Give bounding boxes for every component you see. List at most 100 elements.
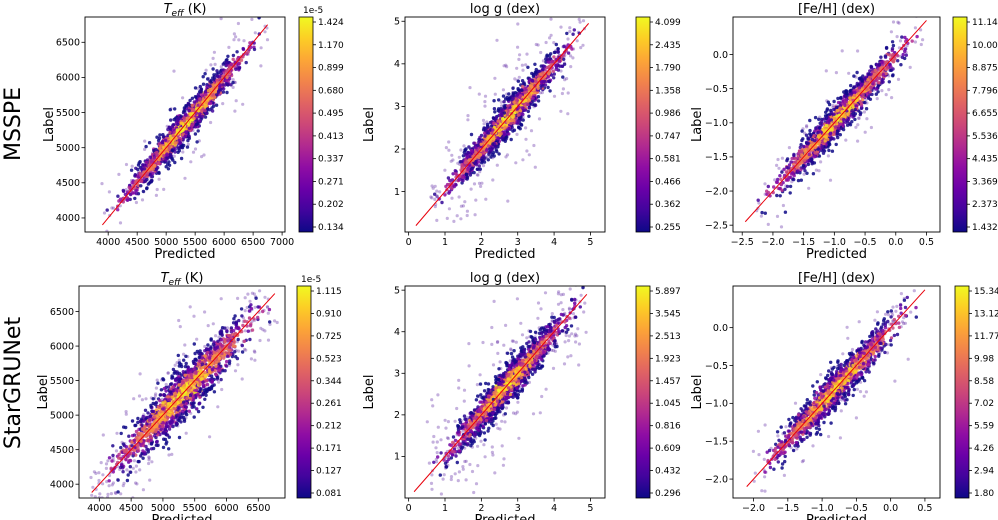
- data-point: [193, 86, 198, 90]
- data-point: [808, 118, 812, 123]
- y-tick-label: −0.5: [705, 84, 728, 95]
- data-point: [445, 216, 449, 220]
- data-point: [200, 155, 204, 159]
- data-point: [456, 161, 460, 165]
- data-point: [183, 343, 187, 347]
- data-point: [793, 156, 797, 161]
- data-point: [157, 136, 162, 140]
- data-point: [164, 143, 168, 147]
- data-point: [552, 72, 556, 76]
- data-point: [241, 102, 245, 106]
- colorbar-tick-label: 0.413: [318, 132, 344, 142]
- data-point: [237, 62, 241, 66]
- data-point: [903, 47, 908, 51]
- data-point: [896, 20, 900, 24]
- data-point: [463, 161, 468, 165]
- data-point: [796, 169, 800, 173]
- data-point: [760, 210, 764, 215]
- data-point: [268, 322, 272, 326]
- data-point: [211, 104, 216, 108]
- data-point: [798, 145, 802, 150]
- data-point: [862, 110, 867, 114]
- data-point: [778, 174, 782, 178]
- data-point: [888, 53, 892, 57]
- data-point: [843, 103, 847, 108]
- data-point: [179, 121, 184, 125]
- data-point: [853, 107, 857, 112]
- data-point: [777, 166, 781, 170]
- data-point: [520, 63, 525, 67]
- data-point: [215, 78, 219, 83]
- y-tick-label: 5500: [56, 108, 80, 119]
- data-point: [111, 206, 116, 210]
- data-point: [168, 130, 172, 135]
- scatter-points: [415, 3, 590, 226]
- data-point: [145, 186, 149, 191]
- data-point: [459, 148, 463, 152]
- data-point: [483, 156, 487, 160]
- data-point: [507, 126, 511, 131]
- data-point: [133, 173, 137, 177]
- data-point: [800, 154, 804, 158]
- x-tick-label: −1.5: [792, 237, 815, 248]
- data-point: [122, 481, 126, 485]
- data-point: [447, 148, 451, 152]
- data-point: [852, 113, 856, 117]
- data-point: [529, 129, 534, 133]
- data-point: [167, 125, 171, 129]
- data-point: [94, 471, 98, 475]
- data-point: [178, 141, 183, 145]
- data-point: [808, 128, 812, 133]
- data-point: [834, 105, 839, 110]
- data-point: [187, 108, 191, 113]
- data-point: [259, 46, 263, 50]
- data-point: [243, 347, 247, 351]
- data-point: [883, 54, 888, 58]
- data-point: [811, 172, 816, 176]
- data-point: [157, 177, 161, 181]
- chart-title: Teff (K): [164, 2, 207, 19]
- data-point: [575, 10, 578, 13]
- data-point: [474, 198, 478, 202]
- colorbar-tick-label: 0.255: [655, 223, 681, 233]
- data-point: [182, 352, 186, 356]
- colorbar-tick-label: 0.680: [318, 86, 344, 96]
- data-point: [496, 119, 500, 123]
- identity-line: [102, 24, 268, 226]
- data-point: [799, 178, 803, 182]
- data-point: [581, 19, 586, 23]
- data-point: [221, 102, 225, 106]
- data-point: [250, 320, 254, 324]
- data-point: [263, 30, 267, 34]
- data-point: [190, 123, 195, 127]
- data-point: [151, 167, 155, 171]
- data-point: [139, 184, 143, 188]
- data-point: [571, 56, 575, 60]
- colorbar-tick-label: 0.747: [655, 132, 681, 142]
- x-axis-label: Predicted: [806, 247, 867, 262]
- data-point: [568, 26, 572, 30]
- data-point: [167, 453, 171, 457]
- data-point: [234, 99, 238, 103]
- data-point: [800, 129, 804, 133]
- data-point: [155, 150, 159, 155]
- data-point: [192, 116, 196, 121]
- data-point: [105, 208, 109, 212]
- data-point: [177, 318, 181, 323]
- data-point: [221, 90, 226, 94]
- data-point: [521, 112, 525, 117]
- data-point: [805, 124, 809, 128]
- data-point: [835, 109, 839, 113]
- data-point: [582, 3, 585, 6]
- data-point: [143, 179, 148, 183]
- data-point: [859, 102, 864, 106]
- y-tick-label: −2.0: [705, 186, 728, 197]
- data-point: [828, 142, 832, 147]
- data-point: [134, 481, 138, 485]
- data-point: [140, 398, 144, 402]
- data-point: [790, 180, 794, 184]
- data-point: [189, 113, 193, 117]
- data-point: [500, 113, 504, 118]
- data-point: [197, 112, 202, 116]
- data-point: [526, 102, 530, 107]
